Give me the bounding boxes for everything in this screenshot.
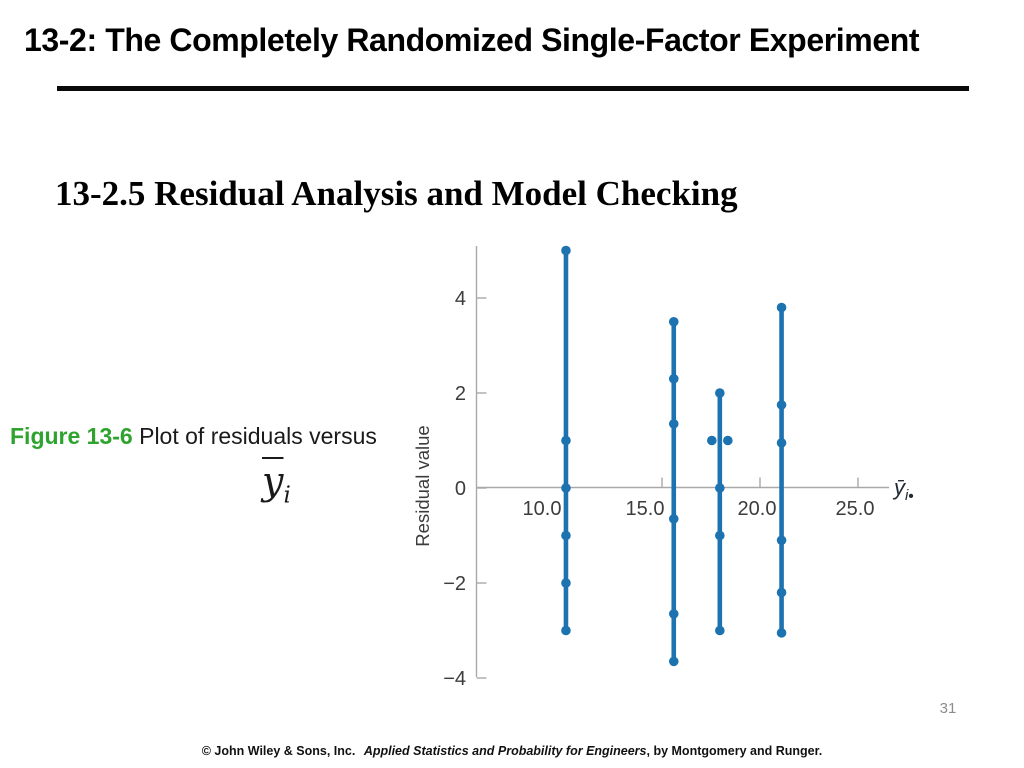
y-axis-label: Residual value xyxy=(412,425,433,546)
footer-copyright: © John Wiley & Sons, Inc. xyxy=(201,744,356,758)
y-tick-label: −2 xyxy=(443,573,466,595)
x-tick-label: 15.0 xyxy=(626,498,665,520)
y-axis-ticks: −4 −2 0 2 4 xyxy=(443,288,487,690)
data-point xyxy=(561,578,571,588)
figure-label: Figure 13-6 xyxy=(10,423,133,449)
data-point xyxy=(715,625,725,636)
math-sub: i xyxy=(283,482,291,509)
y-tick-label: 4 xyxy=(455,288,466,310)
data-point xyxy=(668,316,679,327)
axes xyxy=(475,246,889,677)
residual-plot: −4 −2 0 2 4 10.0 15.0 20.0 25.0 Residual value ȳi• xyxy=(412,245,914,690)
footer-credit: © John Wiley & Sons, Inc. Applied Statis… xyxy=(0,744,1024,758)
data-point xyxy=(707,435,717,446)
x-axis-ticks: 10.0 15.0 20.0 25.0 xyxy=(523,477,875,520)
data-point xyxy=(715,388,725,398)
data-point xyxy=(561,483,571,493)
y-tick-label: 2 xyxy=(455,383,466,405)
data-point xyxy=(715,483,725,493)
data-point xyxy=(776,587,787,598)
title-underline xyxy=(57,86,969,91)
y-tick-label: 0 xyxy=(455,478,466,500)
data-point xyxy=(668,373,679,384)
data-point xyxy=(723,435,733,446)
data-point xyxy=(776,628,787,638)
x-tick-label: 20.0 xyxy=(738,498,777,520)
x-tick-label: 10.0 xyxy=(523,498,562,520)
data-point xyxy=(668,514,679,524)
data-point xyxy=(776,400,787,410)
figure-caption-text: Plot of residuals versus xyxy=(139,423,377,449)
section-heading: 13-2.5 Residual Analysis and Model Check… xyxy=(55,174,738,213)
data-point xyxy=(776,302,787,313)
data-point xyxy=(561,625,571,636)
data-point xyxy=(715,530,725,541)
math-base: y xyxy=(262,459,284,503)
data-point xyxy=(776,535,787,546)
data-point xyxy=(561,245,571,256)
residual-series-2 xyxy=(668,316,679,667)
page-number: 31 xyxy=(939,700,957,717)
data-point xyxy=(668,609,679,619)
footer-book-title: Applied Statistics and Probability for E… xyxy=(363,744,647,758)
data-point xyxy=(668,419,679,429)
x-axis-label: ȳi• xyxy=(892,475,914,505)
data-point xyxy=(561,530,571,541)
residual-series-4 xyxy=(776,302,787,638)
slide-title: 13-2: The Completely Randomized Single-F… xyxy=(24,22,920,58)
data-point xyxy=(561,435,571,446)
residual-plot-figure: −4 −2 0 2 4 10.0 15.0 20.0 25.0 Residual value ȳi• xyxy=(400,230,970,710)
figure-caption: Figure 13-6 Plot of residuals versus xyxy=(10,423,377,450)
data-point xyxy=(776,438,787,448)
y-tick-label: −4 xyxy=(443,668,466,690)
x-tick-label: 25.0 xyxy=(836,498,875,520)
residual-series-1 xyxy=(561,245,571,636)
residual-series-3 xyxy=(707,388,733,636)
caption-math-ybar-i: yi xyxy=(262,459,291,509)
footer-suffix: , by Montgomery and Runger. xyxy=(646,744,823,758)
data-point xyxy=(668,656,679,667)
